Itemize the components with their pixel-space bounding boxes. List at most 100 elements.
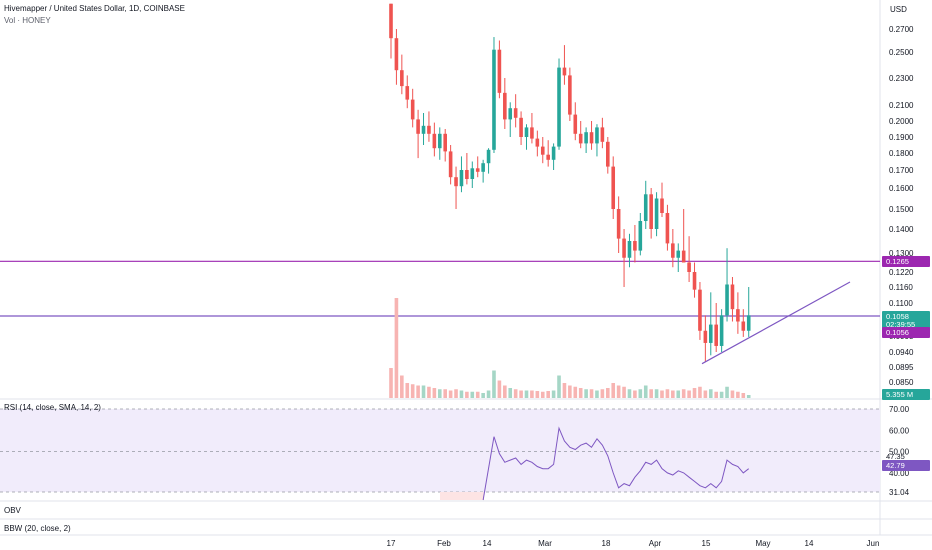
candle-body bbox=[437, 133, 442, 149]
volume-bar bbox=[692, 388, 697, 398]
rsi-tick-label: 31.04 bbox=[889, 488, 910, 497]
rsi-ma-value: 47.35 bbox=[886, 452, 905, 461]
obv-pane-label: OBV bbox=[4, 506, 21, 515]
volume-bar bbox=[530, 390, 534, 398]
candle-body bbox=[416, 119, 420, 134]
time-tick-label: Feb bbox=[437, 539, 451, 548]
candle-body bbox=[568, 75, 572, 115]
candle-body bbox=[443, 133, 447, 152]
rsi-band bbox=[0, 409, 880, 492]
volume-bar bbox=[578, 388, 583, 398]
rsi-line-start bbox=[482, 436, 495, 501]
candle-body bbox=[508, 108, 513, 120]
candle-body bbox=[681, 250, 686, 263]
candle-body bbox=[611, 166, 616, 209]
volume-bar bbox=[573, 386, 578, 398]
candle-body bbox=[519, 117, 523, 137]
volume-bar bbox=[665, 389, 670, 398]
candle-body bbox=[459, 170, 464, 187]
volume-bar bbox=[703, 390, 708, 398]
volume-bar bbox=[557, 375, 561, 398]
price-tick-label: 0.1160 bbox=[889, 283, 913, 292]
candle-body bbox=[719, 315, 724, 346]
candle-body bbox=[584, 132, 588, 144]
rsi-tick-label: 40.00 bbox=[889, 469, 910, 478]
candle-body bbox=[448, 151, 453, 178]
time-tick-label: Apr bbox=[649, 539, 662, 548]
candle-body bbox=[562, 67, 567, 76]
candle-body bbox=[530, 127, 534, 139]
time-tick-label: Jun bbox=[867, 539, 880, 548]
volume-bar bbox=[708, 389, 713, 398]
volume-bar bbox=[400, 375, 404, 398]
volume-bar bbox=[486, 390, 491, 398]
volume-bar bbox=[627, 389, 632, 398]
volume-bar bbox=[595, 390, 599, 398]
countdown-badge: 02:39:55 bbox=[882, 319, 930, 330]
time-tick-label: May bbox=[755, 539, 770, 548]
time-tick-label: 15 bbox=[702, 539, 711, 548]
candle-body bbox=[708, 324, 713, 343]
candle-body bbox=[524, 127, 529, 137]
volume-bar bbox=[741, 393, 746, 398]
volume-bar bbox=[687, 390, 691, 398]
candle-body bbox=[698, 289, 702, 331]
volume-bar bbox=[725, 386, 729, 398]
candle-body bbox=[649, 194, 653, 229]
candle-body bbox=[676, 250, 681, 258]
volume-bar bbox=[719, 391, 724, 398]
volume-bar bbox=[562, 383, 567, 398]
volume-bar bbox=[638, 389, 643, 398]
volume-bar bbox=[421, 385, 426, 398]
rsi-tick-label: 60.00 bbox=[889, 426, 910, 435]
volume-bar bbox=[584, 389, 588, 398]
candle-body bbox=[454, 177, 458, 187]
candle-body bbox=[432, 133, 437, 149]
volume-bar bbox=[606, 388, 610, 398]
candle-body bbox=[633, 241, 637, 251]
candle-body bbox=[389, 3, 393, 39]
volume-bar bbox=[492, 370, 496, 398]
volume-bar bbox=[622, 386, 626, 398]
candle-body bbox=[606, 141, 610, 167]
time-tick-label: 17 bbox=[387, 539, 396, 548]
candle-body bbox=[741, 321, 746, 331]
candle-body bbox=[725, 284, 729, 316]
price-tick-label: 0.2500 bbox=[889, 48, 914, 57]
candle-body bbox=[535, 138, 540, 147]
volume-bar bbox=[616, 385, 621, 398]
price-tick-label: 0.1400 bbox=[889, 225, 914, 234]
candle-body bbox=[595, 127, 599, 144]
volume-bar bbox=[459, 390, 464, 398]
candle-body bbox=[394, 38, 399, 71]
candle-body bbox=[497, 49, 502, 93]
rsi-tick-label: 50.00 bbox=[889, 448, 910, 457]
volume-bar bbox=[611, 383, 616, 398]
candle-body bbox=[492, 49, 496, 150]
candle-body bbox=[465, 170, 469, 179]
volume-bar bbox=[443, 389, 447, 398]
volume-bar bbox=[437, 389, 442, 398]
volume-bar bbox=[497, 380, 502, 398]
rsi-oversold-fill bbox=[440, 492, 484, 500]
candle-body bbox=[578, 133, 583, 144]
volume-label: Vol · HONEY bbox=[4, 16, 51, 25]
candle-body bbox=[665, 213, 670, 244]
volume-bar bbox=[481, 393, 485, 398]
candle-body bbox=[421, 125, 426, 134]
volume-bar bbox=[589, 389, 594, 398]
volume-bar bbox=[513, 389, 518, 398]
price-tick-label: 0.1100 bbox=[889, 299, 913, 308]
candle-body bbox=[400, 70, 404, 87]
volume-bar bbox=[643, 385, 648, 398]
currency-label[interactable]: USD bbox=[890, 5, 907, 14]
price-tick-label: 0.0940 bbox=[889, 348, 914, 357]
volume-bar bbox=[389, 368, 393, 398]
volume-bar bbox=[730, 390, 735, 398]
volume-bar bbox=[540, 391, 545, 398]
candle-body bbox=[736, 309, 740, 322]
volume-bar bbox=[524, 390, 529, 398]
candle-body bbox=[503, 92, 507, 120]
price-tick-label: 0.2700 bbox=[889, 25, 914, 34]
